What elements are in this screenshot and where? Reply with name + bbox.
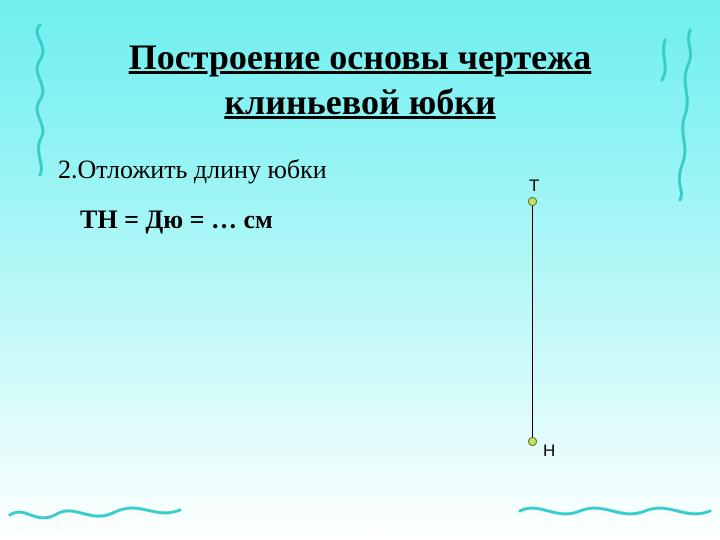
decor-swirl-bottom-right — [515, 493, 715, 538]
slide-title: Построение основы чертежа клиньевой юбки — [50, 35, 670, 125]
skirt-diagram: Т Н — [525, 185, 565, 455]
title-line-2: клиньевой юбки — [224, 82, 495, 122]
step-text: 2.Отложить длину юбки — [58, 155, 670, 185]
diagram-label-h: Н — [543, 441, 555, 461]
title-line-1: Построение основы чертежа — [129, 37, 592, 77]
diagram-point-t — [528, 197, 537, 206]
decor-swirl-bottom-left — [5, 490, 185, 535]
diagram-label-t: Т — [529, 176, 539, 196]
diagram-line — [532, 201, 533, 441]
diagram-point-h — [528, 437, 537, 446]
slide-container: Построение основы чертежа клиньевой юбки… — [0, 0, 720, 540]
formula-text: ТН = Дю = … см — [80, 205, 670, 235]
